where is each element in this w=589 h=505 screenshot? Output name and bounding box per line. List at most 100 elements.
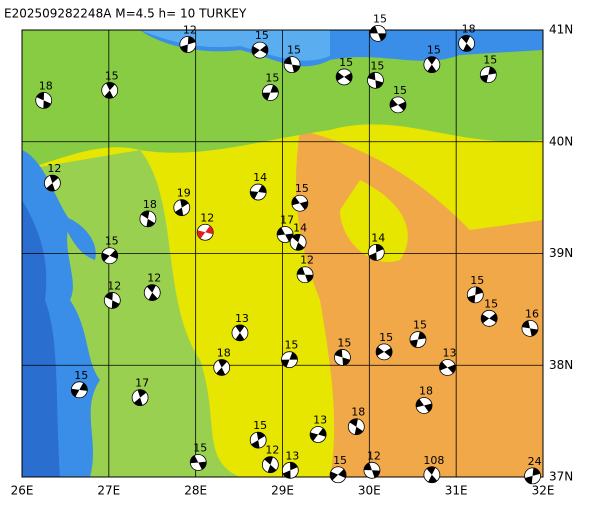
depth-label: 24 [528, 455, 542, 468]
focal-mechanism: 16 [521, 307, 539, 337]
focal-mechanism: 12 [103, 279, 121, 309]
depth-label: 15 [74, 369, 88, 382]
beachball-quadrant [141, 210, 155, 227]
focal-mechanism: 13 [231, 312, 249, 342]
focal-mechanism: 13 [439, 346, 456, 376]
beachball-quadrant [467, 286, 483, 303]
beachball-quadrant [410, 331, 426, 348]
depth-label: 18 [462, 22, 476, 35]
focal-mechanism: 12 [143, 272, 161, 302]
beachball-quadrant [277, 227, 294, 242]
lat-tick-label: 40N [549, 134, 573, 148]
depth-label: 12 [367, 449, 381, 462]
focal-mechanism: 17 [131, 377, 149, 407]
focal-mechanism: 15 [466, 274, 484, 304]
beachball-quadrant [522, 320, 538, 337]
beachball-quadrant [330, 469, 347, 481]
beachball-quadrant [197, 225, 214, 239]
beachball-quadrant [416, 398, 433, 413]
focal-mechanism: 12 [296, 254, 314, 284]
beachball-quadrant [334, 349, 351, 366]
depth-label: 15 [265, 72, 279, 85]
beachball-quadrant [370, 25, 387, 41]
beachball-quadrant [310, 428, 327, 441]
depth-label: 15 [337, 336, 351, 349]
focal-mechanism: 18 [139, 198, 157, 228]
depth-label: 12 [107, 279, 121, 292]
beachball-quadrant [461, 35, 473, 52]
depth-label: 15 [284, 339, 298, 352]
focal-mechanism: 15 [369, 12, 387, 42]
depth-label: 15 [413, 319, 427, 332]
depth-label: 18 [351, 406, 365, 419]
lon-tick-label: 27E [97, 484, 120, 498]
focal-mechanism: 12 [179, 24, 197, 53]
focal-mechanism: 14 [249, 171, 267, 201]
beachball-quadrant [101, 249, 118, 262]
focal-mechanism: 15 [334, 336, 351, 366]
depth-label: 12 [265, 444, 279, 457]
beachball-quadrant [363, 462, 380, 478]
depth-label: 18 [143, 198, 157, 211]
focal-mechanism: 13 [309, 414, 327, 443]
beachball-quadrant [235, 324, 245, 341]
beachball-quadrant [36, 92, 52, 109]
beachball-quadrant [480, 66, 497, 83]
focal-mechanism: 18 [213, 346, 231, 376]
beachball-quadrant [524, 467, 541, 484]
focal-mechanism: 15 [335, 56, 353, 86]
beachball-quadrant [426, 466, 438, 483]
lat-tick-label: 39N [549, 246, 573, 260]
focal-mechanism: 15 [479, 54, 497, 84]
depth-label: 18 [217, 346, 231, 359]
depth-label: 15 [255, 29, 269, 42]
beachball-quadrant [481, 313, 498, 324]
beachball-quadrant [368, 244, 384, 261]
depth-label: 13 [442, 346, 456, 359]
beachball-quadrant [250, 184, 267, 200]
depth-label: 13 [313, 414, 327, 427]
beachball-quadrant [251, 45, 268, 56]
beachball-quadrant [133, 389, 147, 406]
depth-label: 12 [183, 24, 197, 37]
depth-label: 18 [39, 79, 53, 92]
focal-mechanism: 15 [329, 454, 347, 484]
beachball-quadrant [180, 36, 196, 53]
depth-label: 15 [287, 44, 301, 57]
focal-mechanism: 12 [196, 211, 214, 241]
beachball-quadrant [264, 456, 277, 473]
beachball-quadrant [105, 292, 120, 309]
depth-label: 17 [135, 377, 149, 390]
beachball-quadrant [216, 359, 228, 376]
focal-mechanism: 15 [423, 44, 441, 74]
focal-mechanism: 17 [276, 214, 294, 243]
beachball-quadrant [282, 462, 298, 479]
focal-mechanism: 15 [249, 419, 267, 449]
focal-mechanism: 15 [70, 369, 88, 399]
focal-mechanism: 15 [281, 339, 298, 369]
focal-mechanism: 12 [363, 449, 381, 479]
focal-mechanism: 15 [367, 59, 384, 89]
beachball-quadrant [262, 85, 279, 101]
beachball-quadrant [281, 352, 298, 368]
depth-label: 15 [295, 182, 309, 195]
lon-tick-label: 31E [445, 484, 468, 498]
depth-label: 15 [393, 84, 407, 97]
beachball-quadrant [46, 175, 59, 192]
depth-label: 14 [371, 231, 385, 244]
focal-mechanism: 108 [423, 454, 444, 484]
focal-mechanism: 15 [283, 44, 301, 74]
beachball-quadrant [104, 82, 116, 99]
focal-mechanism: 24 [524, 455, 542, 485]
depth-label: 15 [105, 69, 119, 82]
depth-label: 15 [253, 419, 267, 432]
focal-mechanism: 18 [458, 22, 476, 52]
beachball-quadrant [291, 196, 308, 210]
beachball-quadrant [389, 99, 406, 111]
lon-tick-label: 28E [184, 484, 207, 498]
focal-mechanism: 12 [261, 444, 279, 474]
depth-label: 108 [423, 454, 444, 467]
beachball-quadrant [146, 284, 158, 301]
depth-label: 15 [427, 44, 441, 57]
depth-label: 13 [235, 312, 249, 325]
